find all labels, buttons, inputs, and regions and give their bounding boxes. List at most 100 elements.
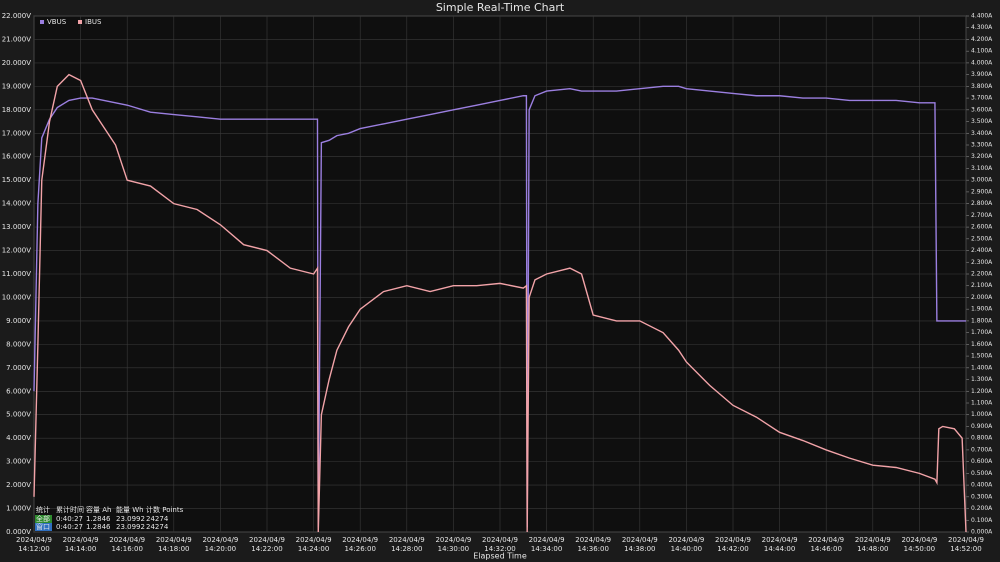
x-tick-date: 2024/04/9: [529, 536, 565, 544]
x-tick-label: 14:12:00: [18, 545, 49, 553]
y2-tick-label: 2.600A: [971, 224, 993, 231]
legend-swatch: [40, 20, 44, 24]
x-tick-label: 14:50:00: [904, 545, 935, 553]
x-tick-date: 2024/04/9: [156, 536, 192, 544]
x-tick-date: 2024/04/9: [249, 536, 285, 544]
table-cell: 窗口: [36, 522, 50, 531]
x-tick-date: 2024/04/9: [435, 536, 471, 544]
y2-tick-label: 1.500A: [971, 353, 993, 360]
y2-tick-label: 3.700A: [971, 95, 993, 102]
grid: 0.000V 1.000V 2.000V 3.000V 4.000V 5.000V 6.00…: [2, 12, 993, 553]
x-tick-date: 2024/04/9: [762, 536, 798, 544]
y-tick-label: 16.000V: [2, 153, 31, 161]
y2-tick-label: 4.400A: [971, 13, 993, 20]
x-tick-date: 2024/04/9: [16, 536, 52, 544]
y-tick-label: 8.000V: [6, 340, 31, 348]
y-tick-label: 12.000V: [2, 247, 31, 255]
table-cell: 23.0992: [116, 523, 145, 531]
x-tick-label: 14:52:00: [950, 545, 981, 553]
y2-tick-label: 3.000A: [971, 177, 993, 184]
y-tick-label: 18.000V: [2, 106, 31, 114]
x-tick-date: 2024/04/9: [389, 536, 425, 544]
y2-tick-label: 2.500A: [971, 235, 993, 242]
y-tick-label: 0.000V: [6, 528, 31, 536]
series-line: [33, 73, 967, 533]
x-tick-label: 14:26:00: [344, 545, 375, 553]
y-tick-label: 19.000V: [2, 82, 31, 90]
y2-tick-label: 0.000A: [971, 529, 993, 536]
x-tick-label: 14:48:00: [857, 545, 888, 553]
y2-tick-label: 0.200A: [971, 505, 993, 512]
x-tick-label: 14:30:00: [438, 545, 469, 553]
x-tick-date: 2024/04/9: [296, 536, 332, 544]
x-tick-label: 14:20:00: [205, 545, 236, 553]
y2-tick-label: 1.200A: [971, 388, 993, 395]
chart-title: Simple Real-Time Chart: [436, 1, 565, 14]
y2-tick-label: 0.300A: [971, 493, 993, 500]
y2-tick-label: 3.400A: [971, 130, 993, 137]
y2-tick-label: 2.900A: [971, 188, 993, 195]
y2-tick-label: 1.400A: [971, 364, 993, 371]
y-tick-label: 3.000V: [6, 458, 31, 466]
x-tick-label: 14:38:00: [624, 545, 655, 553]
y-tick-label: 10.000V: [2, 293, 31, 301]
y2-tick-label: 0.100A: [971, 517, 993, 524]
y2-tick-label: 3.800A: [971, 83, 993, 90]
x-tick-label: 14:14:00: [65, 545, 96, 553]
table-cell: 23.0992: [116, 515, 145, 523]
y-tick-label: 20.000V: [2, 59, 31, 67]
x-tick-date: 2024/04/9: [342, 536, 378, 544]
y2-tick-label: 4.000A: [971, 59, 993, 66]
y2-tick-label: 3.300A: [971, 142, 993, 149]
y-tick-label: 13.000V: [2, 223, 31, 231]
table-header: 能量 Wh: [116, 505, 144, 514]
legend-label: IBUS: [85, 18, 102, 26]
y2-tick-label: 2.100A: [971, 282, 993, 289]
y-tick-label: 11.000V: [2, 270, 31, 278]
stats-table: 统计 累计时间 容量 Ah 能量 Wh 计数 Points 全部 0:40:27 1.2846…: [35, 505, 184, 531]
y2-tick-label: 4.300A: [971, 24, 993, 31]
x-tick-label: 14:46:00: [810, 545, 841, 553]
table-header: 统计: [36, 505, 50, 514]
x-tick-date: 2024/04/9: [109, 536, 145, 544]
y2-tick-label: 0.700A: [971, 446, 993, 453]
y2-tick-label: 0.800A: [971, 435, 993, 442]
y2-tick-label: 0.900A: [971, 423, 993, 430]
y2-tick-label: 2.800A: [971, 200, 993, 207]
y2-tick-label: 3.600A: [971, 106, 993, 113]
y2-tick-label: 1.300A: [971, 376, 993, 383]
y-tick-label: 15.000V: [2, 176, 31, 184]
y2-tick-label: 3.200A: [971, 153, 993, 160]
y2-tick-label: 4.100A: [971, 48, 993, 55]
x-tick-label: 14:16:00: [111, 545, 142, 553]
y2-tick-label: 0.600A: [971, 458, 993, 465]
table-cell: 1.2846: [86, 523, 111, 531]
y2-tick-label: 2.700A: [971, 212, 993, 219]
y2-tick-label: 1.700A: [971, 329, 993, 336]
x-tick-date: 2024/04/9: [202, 536, 238, 544]
x-tick-date: 2024/04/9: [715, 536, 751, 544]
y2-tick-label: 1.800A: [971, 317, 993, 324]
row-tag: [35, 515, 52, 523]
y-tick-label: 21.000V: [2, 35, 31, 43]
x-tick-date: 2024/04/9: [901, 536, 937, 544]
y2-tick-label: 0.400A: [971, 482, 993, 489]
x-tick-label: 14:24:00: [298, 545, 329, 553]
y2-tick-label: 1.900A: [971, 306, 993, 313]
x-tick-date: 2024/04/9: [63, 536, 99, 544]
y2-tick-label: 2.000A: [971, 294, 993, 301]
series-line: [33, 85, 966, 528]
legend-swatch: [78, 20, 82, 24]
table-header: 累计时间: [56, 505, 84, 514]
table-header: 容量 Ah: [86, 505, 111, 514]
x-tick-label: 14:22:00: [251, 545, 282, 553]
row-tag: [35, 523, 52, 531]
y2-tick-label: 1.000A: [971, 411, 993, 418]
y2-tick-label: 1.600A: [971, 341, 993, 348]
y-tick-label: 1.000V: [6, 505, 31, 513]
y2-tick-label: 2.300A: [971, 259, 993, 266]
y2-tick-label: 2.200A: [971, 271, 993, 278]
y-tick-label: 9.000V: [6, 317, 31, 325]
